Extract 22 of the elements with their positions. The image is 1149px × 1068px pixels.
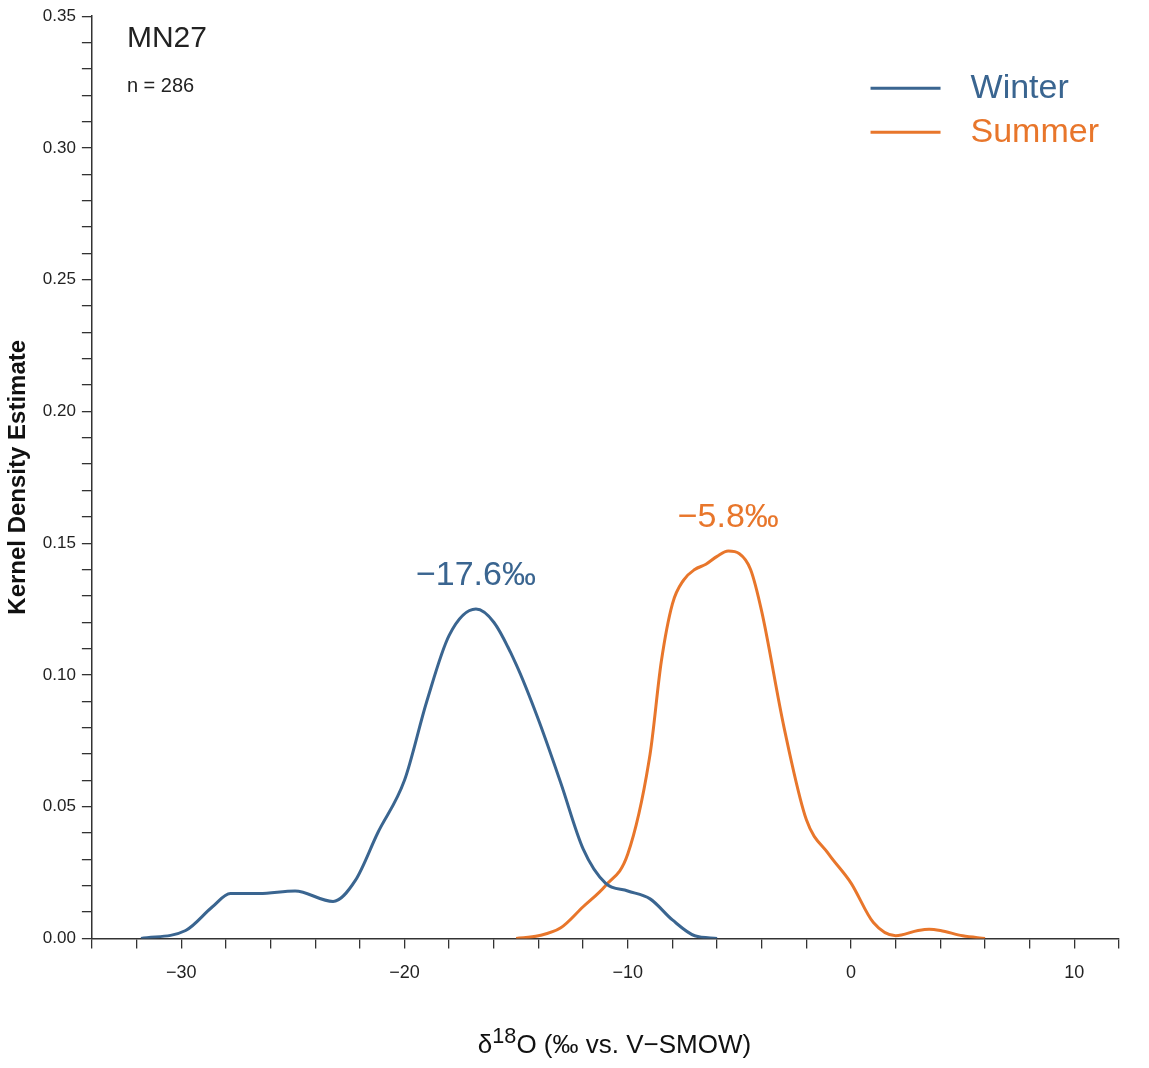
annotation: −17.6‰	[415, 554, 536, 593]
x-axis-title: δ$^{18}$O (‰ vs. V−SMOW)	[476, 1023, 753, 1060]
x-tick-label: 0	[846, 962, 857, 983]
y-tick-label: 0.30	[42, 137, 76, 157]
x-tick-label: 10	[1064, 962, 1085, 983]
y-tick-label: 0.25	[42, 269, 76, 289]
legend-label: Winter	[970, 66, 1069, 105]
x-tick-label: −30	[165, 962, 197, 983]
line-series	[139, 607, 719, 939]
y-axis-title: Kernel Density Estimate	[3, 339, 31, 615]
y-tick-label: 0.10	[42, 664, 76, 684]
y-tick-label: 0.35	[42, 5, 76, 25]
annotation: n = 286	[126, 73, 195, 96]
x-tick-label: −10	[612, 962, 644, 983]
annotation: −5.8‰	[677, 496, 779, 535]
x-tick-label: −20	[389, 962, 420, 983]
y-tick-label: 0.05	[42, 796, 76, 816]
y-tick-label: 0.00	[42, 928, 76, 948]
legend-label: Summer	[970, 110, 1100, 149]
chart-title: MN27	[126, 20, 207, 54]
y-tick-label: 0.20	[42, 401, 76, 421]
y-tick-label: 0.15	[42, 532, 76, 552]
